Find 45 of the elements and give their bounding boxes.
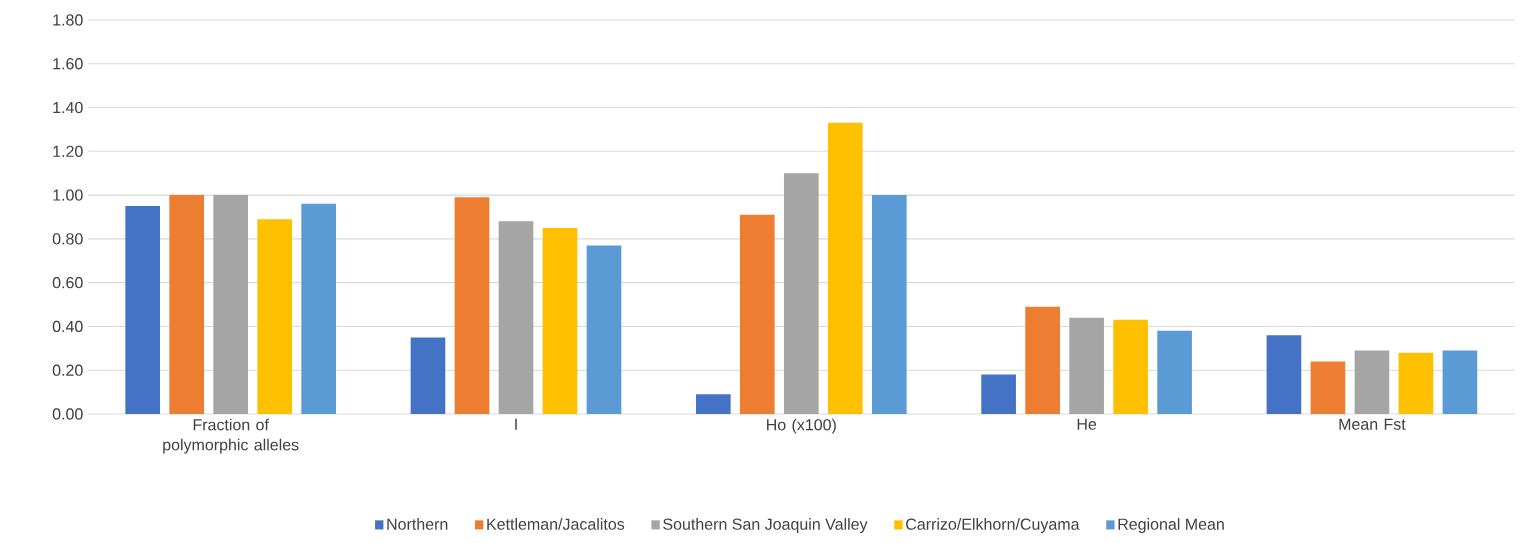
bar xyxy=(542,227,578,414)
bar xyxy=(1069,317,1104,414)
bar xyxy=(1113,319,1148,414)
y-tick-label: 0.00 xyxy=(52,408,83,420)
y-tick-label: 1.00 xyxy=(53,189,83,201)
bar xyxy=(125,206,161,414)
bar xyxy=(1025,306,1060,414)
y-tick-label: 0.60 xyxy=(52,277,83,289)
y-tick-label: 0.20 xyxy=(52,364,83,376)
bar xyxy=(454,197,490,414)
legend-label: Southern San Joaquin Valley xyxy=(663,518,868,533)
bar xyxy=(257,219,293,414)
bar xyxy=(827,122,863,414)
bar xyxy=(1354,350,1390,414)
legend-label: Kettleman/Jacalitos xyxy=(487,518,625,530)
bar xyxy=(1266,335,1302,414)
y-tick-label: 1.40 xyxy=(53,101,83,114)
y-tick-label: 0.80 xyxy=(52,233,83,245)
x-tick-label: Ho (x100) xyxy=(767,418,836,434)
bar xyxy=(1442,350,1478,414)
bar xyxy=(981,374,1016,414)
bar xyxy=(695,394,731,414)
y-tick-label: 0.40 xyxy=(52,320,83,333)
bar xyxy=(739,214,775,414)
x-tick-label: Fraction of polymorphic alleles xyxy=(163,418,299,454)
bar xyxy=(213,195,249,414)
bar xyxy=(410,337,446,414)
y-tick-label: 1.60 xyxy=(53,58,83,70)
bar xyxy=(586,245,622,414)
y-tick-label: 1.20 xyxy=(53,145,83,157)
bar xyxy=(169,195,205,414)
bar xyxy=(871,195,907,414)
legend-label: Northern xyxy=(387,518,448,530)
x-tick-label: He xyxy=(1077,418,1097,430)
bar xyxy=(1310,361,1346,414)
bar xyxy=(301,203,337,414)
bar xyxy=(498,221,534,414)
bar xyxy=(1157,330,1192,414)
legend-label: Regional Mean xyxy=(1118,518,1224,533)
bar xyxy=(783,173,819,414)
legend-label: Carrizo/Elkhorn/Cuyama xyxy=(906,518,1080,533)
bar xyxy=(1398,352,1434,414)
x-tick-label: I xyxy=(515,418,517,430)
x-tick-label: Mean Fst xyxy=(1339,418,1406,430)
y-tick-label: 1.80 xyxy=(53,14,83,26)
